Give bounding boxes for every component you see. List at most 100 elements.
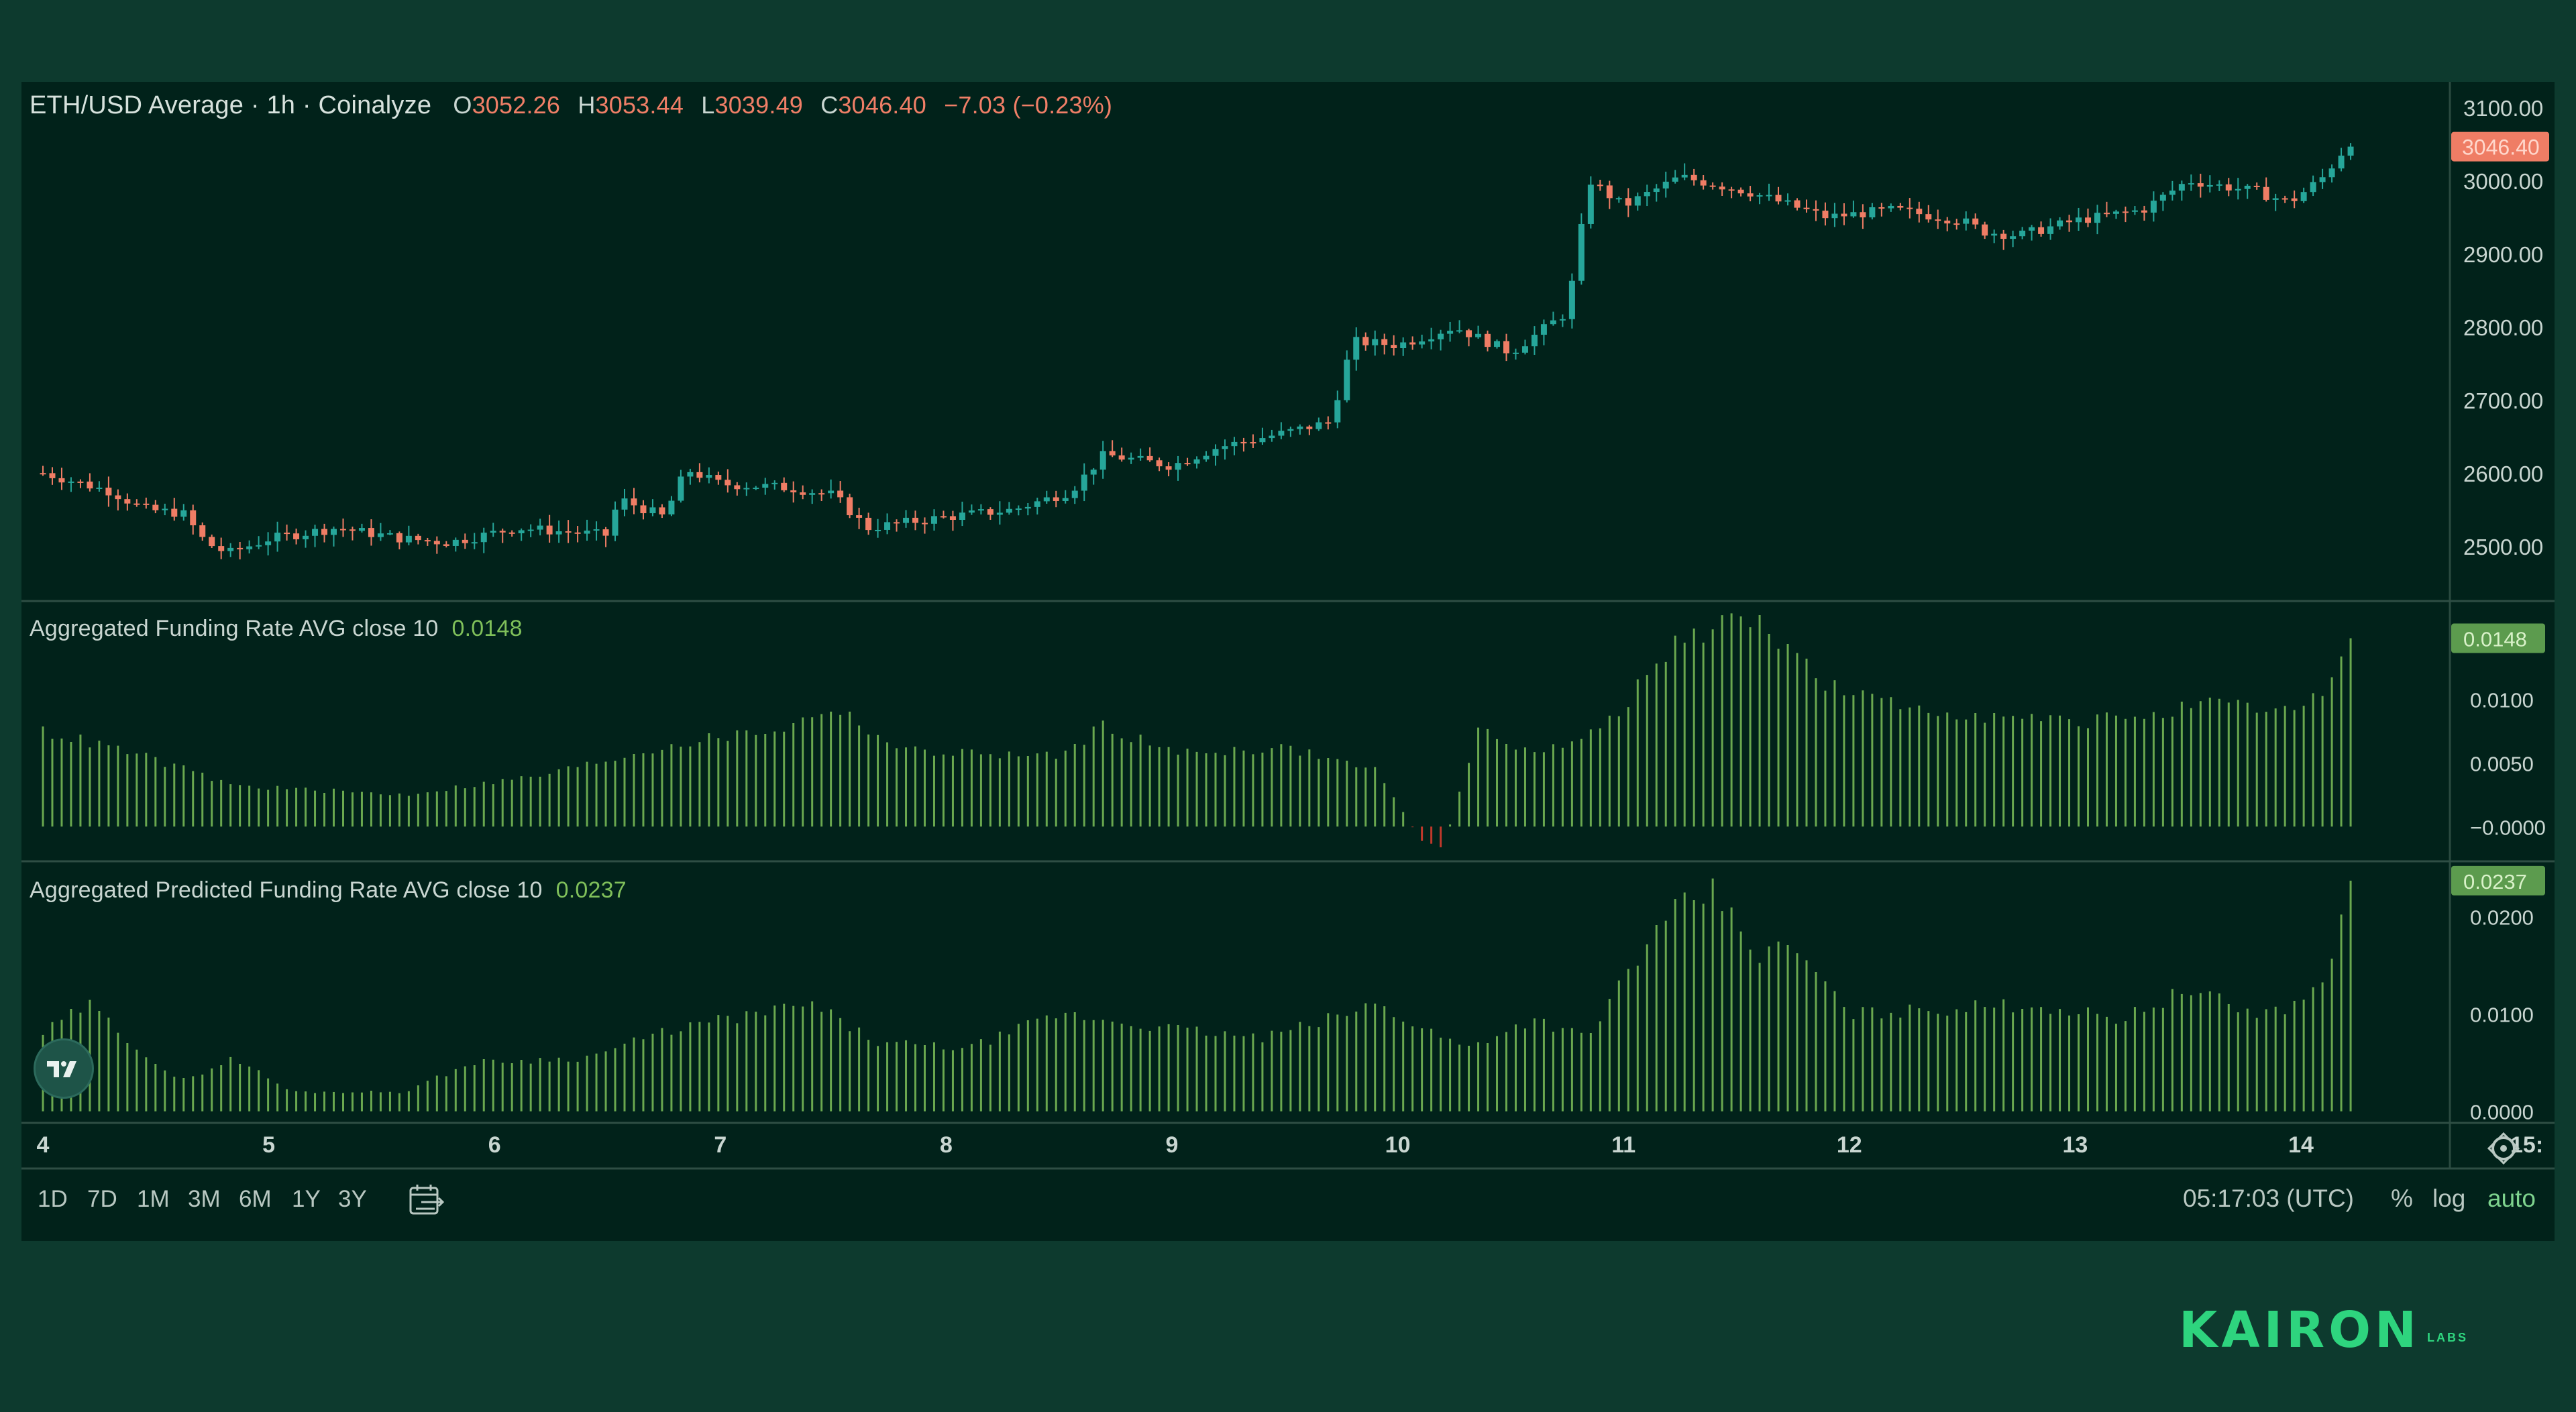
candle-body <box>781 482 788 490</box>
candle-body <box>1728 189 1735 191</box>
candle-body <box>237 547 244 549</box>
candle-body <box>1953 223 1960 225</box>
funding-indicator-value: 0.0148 <box>451 616 523 641</box>
candle-body <box>2282 198 2288 200</box>
candle-body <box>1944 220 1951 224</box>
candle-body <box>1485 333 1491 347</box>
candle-body <box>256 545 262 547</box>
range-1d-button[interactable]: 1D <box>38 1186 68 1212</box>
axis-settings-gear-icon[interactable] <box>2487 1132 2520 1165</box>
candle-body <box>1982 224 1988 236</box>
price-axis-tick-label: 2800.00 <box>2463 315 2543 340</box>
candle-body <box>818 493 825 495</box>
candle-body <box>1878 207 1885 209</box>
predicted-indicator-value: 0.0237 <box>555 877 627 903</box>
candle-body <box>1269 435 1275 439</box>
candle-body <box>1071 490 1078 498</box>
candle-body <box>462 539 468 543</box>
candle-body <box>58 478 65 483</box>
candle-body <box>386 533 393 535</box>
candle-body <box>1109 451 1116 455</box>
candle-body <box>1690 174 1697 180</box>
candle-body <box>2019 230 2026 237</box>
gear-hub <box>2500 1145 2507 1152</box>
candle-body <box>546 525 553 535</box>
candle-body <box>1784 200 1791 202</box>
candle-body <box>2197 183 2204 187</box>
candle-body <box>377 533 384 537</box>
date-range-icon[interactable] <box>408 1183 445 1217</box>
candle-body <box>1466 330 1472 337</box>
range-7d-button[interactable]: 7D <box>87 1186 117 1212</box>
range-1m-button[interactable]: 1M <box>137 1186 170 1212</box>
candle-body <box>396 533 402 543</box>
range-1y-button[interactable]: 1Y <box>292 1186 321 1212</box>
candle-body <box>687 472 694 477</box>
candle-body <box>2131 210 2138 212</box>
candle-body <box>1700 180 1707 186</box>
candle-body <box>443 544 449 546</box>
change-value: −7.03 (−0.23%) <box>944 91 1113 119</box>
range-3y-button[interactable]: 3Y <box>338 1186 367 1212</box>
candle-body <box>518 530 525 534</box>
gear-teeth <box>2487 1132 2520 1165</box>
candle-body <box>1550 320 1556 325</box>
log-scale-button[interactable]: log <box>2432 1185 2466 1212</box>
last-price-tag <box>2451 131 2549 162</box>
candle-body <box>1935 219 1941 221</box>
candle-body <box>2225 184 2232 191</box>
candle-body <box>987 509 994 515</box>
candle-body <box>1334 400 1341 423</box>
candle-body <box>2347 146 2354 156</box>
range-6m-button[interactable]: 6M <box>239 1186 272 1212</box>
candle-body <box>1203 455 1210 459</box>
candle-body <box>1709 185 1716 187</box>
range-3m-button[interactable]: 3M <box>188 1186 221 1212</box>
chart-panel[interactable]: 2500.00 2600.00 2700.00 2800.00 2900.00 3000.… <box>21 82 2555 1241</box>
candle-body <box>2057 220 2063 227</box>
funding-legend: Aggregated Funding Rate AVG close 10 0.01… <box>30 616 523 642</box>
candle-body <box>949 516 956 521</box>
candle-body <box>293 533 300 539</box>
candle-body <box>115 495 121 500</box>
high-label: H <box>578 91 596 119</box>
funding-indicator-name[interactable]: Aggregated Funding Rate AVG close 10 <box>30 616 439 641</box>
candle-body <box>2141 210 2147 213</box>
low-value: 3039.49 <box>714 91 804 119</box>
candle-body <box>49 473 56 478</box>
candle-body <box>1259 438 1266 443</box>
funding-axis-tick-label: 0.0100 <box>2470 689 2534 712</box>
candle-body <box>640 505 647 514</box>
utc-clock[interactable]: 05:17:03 (UTC) <box>2183 1185 2354 1212</box>
time-axis-tick-label: 9 <box>1166 1132 1179 1158</box>
candle-body <box>349 529 356 531</box>
candle-body <box>743 488 750 490</box>
candle-body <box>1756 195 1763 197</box>
candle-body <box>133 503 140 505</box>
candle-body <box>1128 457 1134 460</box>
candle-body <box>1438 333 1444 339</box>
tradingview-mark-icon <box>47 1061 76 1077</box>
candle-body <box>959 512 965 521</box>
candle-body <box>2253 185 2260 187</box>
tradingview-logo-icon[interactable] <box>34 1038 94 1099</box>
candle-body <box>199 525 206 537</box>
candle-body <box>1287 429 1294 431</box>
auto-scale-button[interactable]: auto <box>2487 1185 2536 1212</box>
symbol-title[interactable]: ETH/USD Average · 1h · Coinalyze <box>30 91 432 119</box>
candle-body <box>2000 233 2007 239</box>
candle-body <box>930 516 937 524</box>
candle-body <box>209 537 215 547</box>
price-axis-tick-label: 2900.00 <box>2463 242 2543 267</box>
candle-body <box>847 497 853 516</box>
price-axis-tick-label: 3100.00 <box>2463 96 2543 121</box>
candle-body <box>593 529 600 531</box>
candle-body <box>1222 446 1228 449</box>
candle-body <box>1737 189 1744 194</box>
percent-scale-button[interactable]: % <box>2391 1185 2413 1212</box>
candle-body <box>2188 183 2194 185</box>
candle-body <box>1521 346 1528 353</box>
candle-body <box>152 504 159 510</box>
chart-canvas[interactable]: 2500.00 2600.00 2700.00 2800.00 2900.00 3000.… <box>21 82 2555 1241</box>
predicted-indicator-name[interactable]: Aggregated Predicted Funding Rate AVG cl… <box>30 877 543 903</box>
